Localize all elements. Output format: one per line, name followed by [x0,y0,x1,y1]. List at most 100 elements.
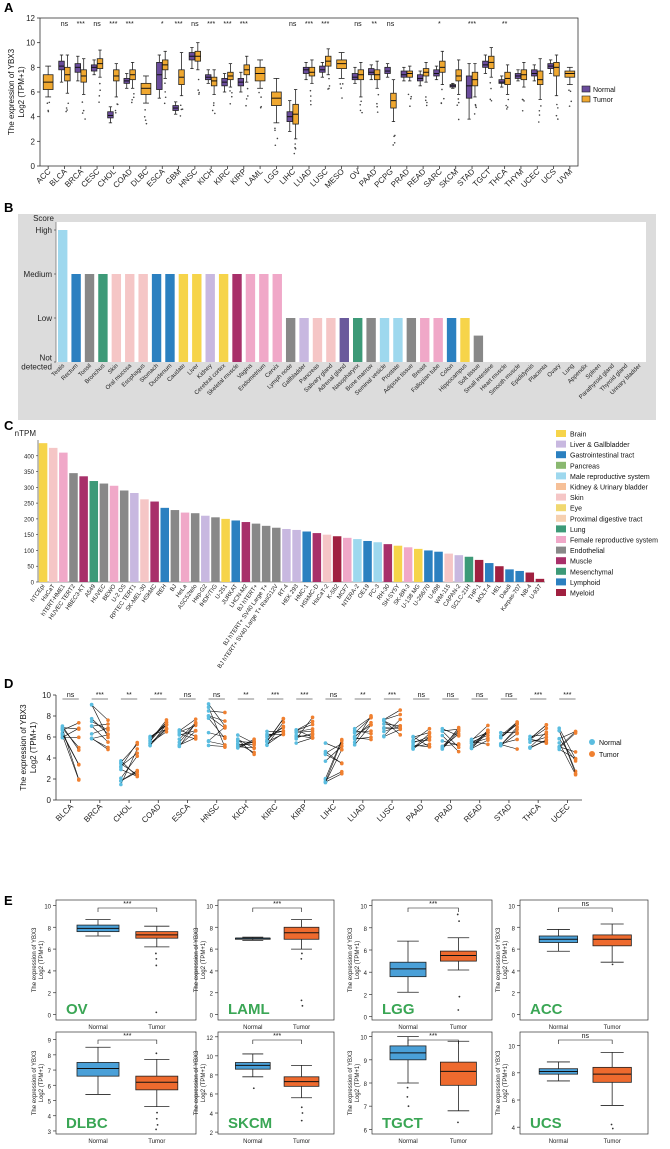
outlier-point [457,1009,460,1011]
outlier-point [65,110,67,113]
x-label-normal: Normal [88,1025,107,1031]
outlier-point [81,112,84,114]
tumor-point [573,750,578,754]
sig-label-sarc: * [438,21,441,28]
sig-label-lusc: *** [388,692,396,699]
tumor-point [427,745,432,749]
x-tick-label-kich: KICH [196,167,216,187]
tumor-point [486,733,490,738]
tumor-point [106,747,110,752]
normal-point [235,746,240,750]
outlier-point [328,85,331,87]
tumor-point [369,729,373,733]
tumor-point [573,731,578,735]
bar-u-937 [535,578,545,582]
tumor-point [252,743,256,747]
subplot-ucs: 4 6 8 10 The expression of YBX3 Log2 (TPM+1) n… [496,1031,649,1145]
box-tumor-laml-box [254,66,266,82]
tumor-point [135,740,140,745]
bar-lhcn-m2 [241,522,251,582]
panel-a-label: A [4,0,14,15]
tumor-point [398,717,403,722]
outlier-point [475,106,477,109]
normal-point [60,728,65,733]
tumor-point [456,745,461,750]
pair-line [325,773,342,783]
bar-hacat [48,447,58,582]
bar-htert-hme1 [59,452,68,582]
legend-swatch-brain [556,430,566,437]
sig-label-esca: ns [184,692,192,699]
y-tick-label: 2 [210,1131,214,1137]
pair-line [529,739,547,744]
outlier-point [309,89,312,92]
pair-line [296,729,313,738]
normal-point [411,738,415,743]
legend-label-proximal-digestive-tract: Proximal digestive tract [570,516,642,523]
legend-tumor-label: Tumor [593,97,614,104]
pair-line [383,725,401,732]
sig-label-brca: *** [77,21,85,28]
outlier-point [247,95,249,97]
y-tick-label: 8 [364,1082,368,1088]
normal-point [119,760,123,765]
outlier-point [246,87,249,90]
y-tick-label: 0 [47,796,52,805]
box-tumor-blca-box [64,66,71,82]
tumor-point [223,719,227,723]
tumor-point [456,732,461,736]
pair-line [237,746,255,749]
pair-line [500,739,518,744]
bar-bj [170,510,180,582]
subplot-skcm: 2 4 6 8 10 12 The expression of YBX3 Log2 (TPM+… [194,1031,335,1145]
pair-line [62,725,80,751]
y-tick-label: 0 [31,581,35,587]
pair-line [383,727,401,729]
bar-endometrium [259,274,269,362]
outlier-point [144,119,147,121]
outlier-point [131,99,133,101]
outlier-point [457,101,460,104]
outlier-point [155,1011,158,1014]
outlier-point [164,82,166,84]
pair-line [412,728,430,741]
outlier-point [212,102,215,104]
box-tumor-box [439,1061,477,1086]
pair-line [354,724,372,746]
legend-swatch-skin [556,493,566,501]
legend-label-mesenchymal: Mesenchymal [570,569,614,576]
outlier-point [154,952,157,955]
tumor-point [281,732,286,737]
tumor-point [106,722,110,726]
outlier-point [457,1121,459,1124]
y-axis-label: The expression of YBX3 [194,927,200,992]
sig-label: *** [273,1033,281,1040]
outlier-point [66,109,68,111]
y-tick-label: 4 [364,971,368,977]
normal-point [440,733,445,738]
outlier-point [328,77,330,80]
pair-line [91,734,109,739]
outlier-point [376,111,379,113]
sig-label: ns [582,1033,590,1040]
sig-label-lihc: ns [330,692,338,699]
y-tick-label: 4 [512,970,516,976]
x-label-tumor: Tumor [293,1025,310,1031]
bar-pc-3 [373,542,382,582]
tumor-point [106,732,110,736]
y-tick-label: 4 [47,754,52,763]
pair-line [558,728,576,760]
y-axis-label-2: Log2 (TPM+1) [355,941,361,980]
normal-point [89,716,94,721]
sig-label-read: ns [476,692,484,699]
outlier-point [440,102,443,105]
outlier-point [81,101,84,103]
normal-point [382,729,386,734]
legend-label-myeloid: Myeloid [570,591,594,598]
tumor-point [456,749,461,754]
pair-line [500,733,518,746]
normal-point [528,734,532,739]
y-tick-label: 4 [31,113,36,122]
x-tick-label-ucec: UCEC [519,167,542,190]
